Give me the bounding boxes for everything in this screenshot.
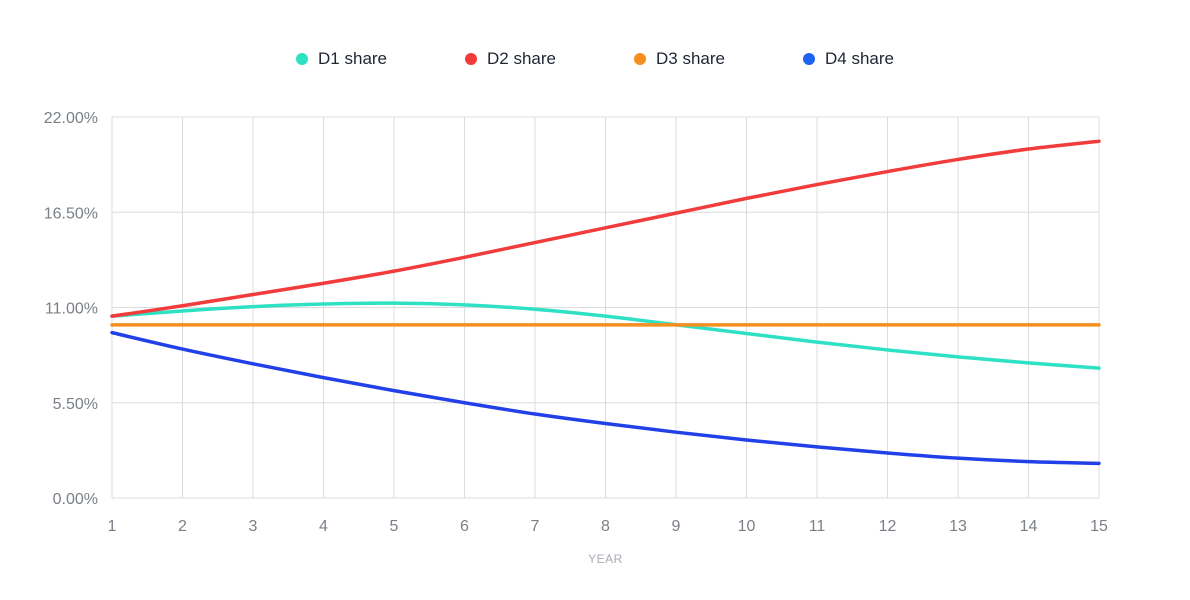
x-tick-label: 9 xyxy=(672,518,681,535)
legend-label-d1: D1 share xyxy=(318,49,388,68)
x-tick-label: 14 xyxy=(1020,518,1038,535)
x-tick-label: 12 xyxy=(879,518,897,535)
legend-item-d1[interactable]: D1 share xyxy=(296,49,387,69)
x-tick-label: 13 xyxy=(949,518,967,535)
y-tick-label: 11.00% xyxy=(45,301,98,318)
legend-dot-d2 xyxy=(465,53,478,65)
x-tick-label: 2 xyxy=(178,518,187,535)
legend-label-d4: D4 share xyxy=(824,49,894,68)
x-tick-label: 7 xyxy=(531,518,540,535)
legend-label-d2: D2 share xyxy=(487,49,556,68)
x-tick-label: 6 xyxy=(460,518,469,535)
x-tick-label: 3 xyxy=(249,518,258,535)
y-tick-label: 0.00% xyxy=(53,491,98,508)
series-line-d2 xyxy=(110,139,1101,318)
x-tick-label: 11 xyxy=(809,518,826,535)
legend-label-d3: D3 share xyxy=(656,49,725,68)
x-axis-title: YEAR xyxy=(588,552,623,566)
series-line-d4 xyxy=(110,330,1101,466)
legend: D1 share D2 share D3 share D4 share xyxy=(0,46,1190,72)
legend-item-d4[interactable]: D4 share xyxy=(802,49,894,69)
legend-dot-d3 xyxy=(634,53,646,65)
y-tick-label: 5.50% xyxy=(53,396,98,413)
x-tick-label: 1 xyxy=(108,518,117,535)
y-tick-label: 16.50% xyxy=(44,205,98,222)
legend-item-d3[interactable]: D3 share xyxy=(634,49,725,69)
series-line-d1 xyxy=(110,301,1101,370)
legend-dot-d4 xyxy=(802,53,815,65)
y-tick-label: 22.00% xyxy=(44,110,98,127)
legend-item-d2[interactable]: D2 share xyxy=(465,49,556,69)
series-lines xyxy=(110,139,1101,466)
x-tick-label: 4 xyxy=(319,518,328,535)
x-tick-label: 5 xyxy=(390,518,399,535)
legend-dot-d1 xyxy=(296,53,309,65)
grid xyxy=(111,116,1100,499)
x-tick-label: 15 xyxy=(1090,518,1108,535)
x-tick-label: 8 xyxy=(601,518,610,535)
x-tick-label: 10 xyxy=(738,518,756,535)
axes: 0.00%5.50%11.00%16.50%22.00%1 2 3 4 5 6 7 8 9 10 1… xyxy=(44,110,1108,535)
